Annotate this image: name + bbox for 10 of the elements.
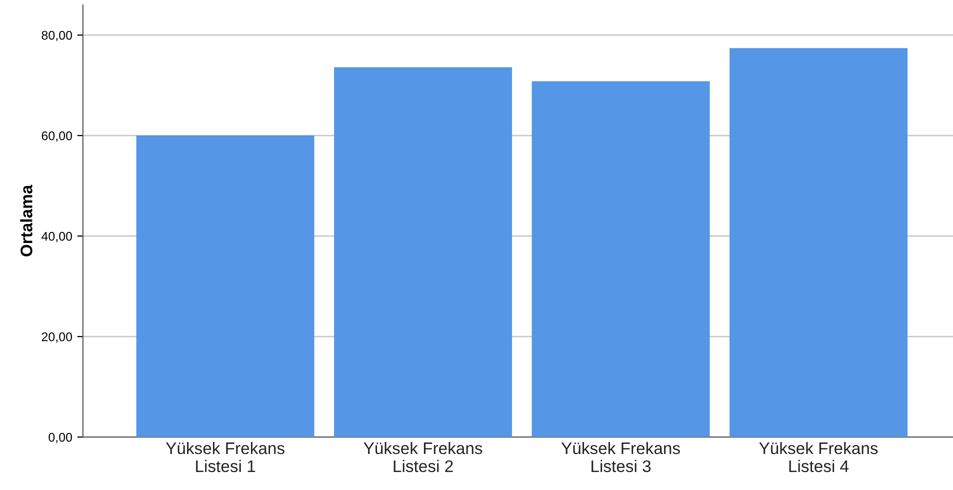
- x-tick-label: Yüksek Frekans Listesi 3: [561, 442, 680, 472]
- y-tick-label: 20,00: [42, 332, 72, 343]
- y-tick-label: 0,00: [48, 432, 72, 444]
- y-tick-label: 80,00: [42, 30, 72, 42]
- y-axis-title: Ortalama: [20, 184, 32, 256]
- x-tick-label: Yüksek Frekans Listesi 4: [759, 442, 878, 472]
- y-tick-label: 40,00: [42, 232, 72, 242]
- x-tick-label: Yüksek Frekans Listesi 1: [166, 442, 284, 472]
- x-tick-label: Yüksek Frekans Listesi 2: [364, 442, 482, 472]
- y-tick-label: 60,00: [42, 131, 72, 142]
